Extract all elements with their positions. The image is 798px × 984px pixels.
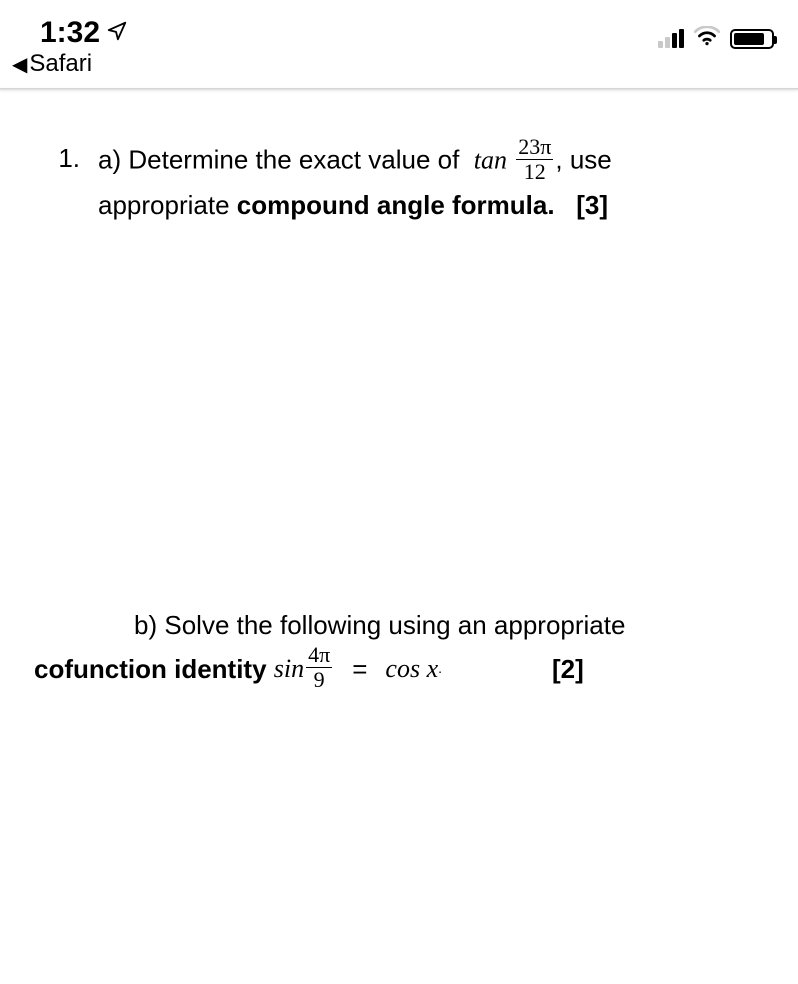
- frac-denominator: 9: [312, 668, 327, 691]
- part-a-suffix1: use: [570, 144, 612, 174]
- location-icon: [106, 16, 128, 50]
- frac-numerator: 23π: [516, 136, 553, 160]
- question-1b: b) Solve the following using an appropri…: [34, 605, 764, 692]
- question-1b-line2: cofunction identity sin 4π 9 = cos x . […: [34, 646, 764, 693]
- back-app-label: Safari: [29, 50, 92, 78]
- back-to-app-link[interactable]: ◀ Safari: [0, 50, 798, 88]
- battery-fill: [734, 33, 764, 45]
- cos-x: cos x: [385, 649, 438, 689]
- part-b-line1-text: Solve the following using an appropriate: [164, 610, 625, 640]
- question-number: 1.: [34, 138, 80, 225]
- signal-bar: [658, 41, 663, 48]
- status-right: [658, 16, 774, 51]
- cofunction-identity-label: cofunction identity: [34, 649, 267, 689]
- part-a-suffix2-plain: appropriate: [98, 190, 230, 220]
- part-b-label: b): [134, 610, 157, 640]
- frac-numerator: 4π: [306, 644, 332, 668]
- status-bar: 1:32: [0, 0, 798, 50]
- wifi-icon: [694, 26, 720, 51]
- signal-bar: [672, 33, 677, 48]
- sin-function: sin: [274, 649, 304, 689]
- document-content: 1. a) Determine the exact value of tan 2…: [0, 90, 798, 693]
- fraction-4pi-9: 4π 9: [306, 644, 332, 691]
- signal-bar: [665, 37, 670, 48]
- question-1a: 1. a) Determine the exact value of tan 2…: [34, 138, 764, 225]
- part-a-label: a): [98, 144, 121, 174]
- part-b-marks: [2]: [552, 649, 584, 689]
- equals-sign: =: [352, 649, 367, 689]
- frac-denominator: 12: [522, 160, 548, 183]
- part-a-prefix: Determine the exact value of: [128, 144, 459, 174]
- cellular-signal-icon: [658, 30, 684, 48]
- back-chevron-icon: ◀: [12, 52, 27, 77]
- fraction-23pi-12: 23π 12: [516, 136, 553, 183]
- question-1b-line1: b) Solve the following using an appropri…: [34, 605, 764, 645]
- tan-function: tan: [474, 145, 507, 174]
- question-1a-body: a) Determine the exact value of tan 23π …: [98, 138, 764, 225]
- part-a-marks: [3]: [576, 190, 608, 220]
- signal-bar: [679, 29, 684, 48]
- period: .: [438, 658, 442, 680]
- time-label: 1:32: [40, 16, 100, 50]
- status-left: 1:32: [40, 16, 128, 50]
- part-a-bold-phrase: compound angle formula.: [237, 190, 555, 220]
- battery-icon: [730, 29, 774, 49]
- comma: ,: [555, 144, 562, 174]
